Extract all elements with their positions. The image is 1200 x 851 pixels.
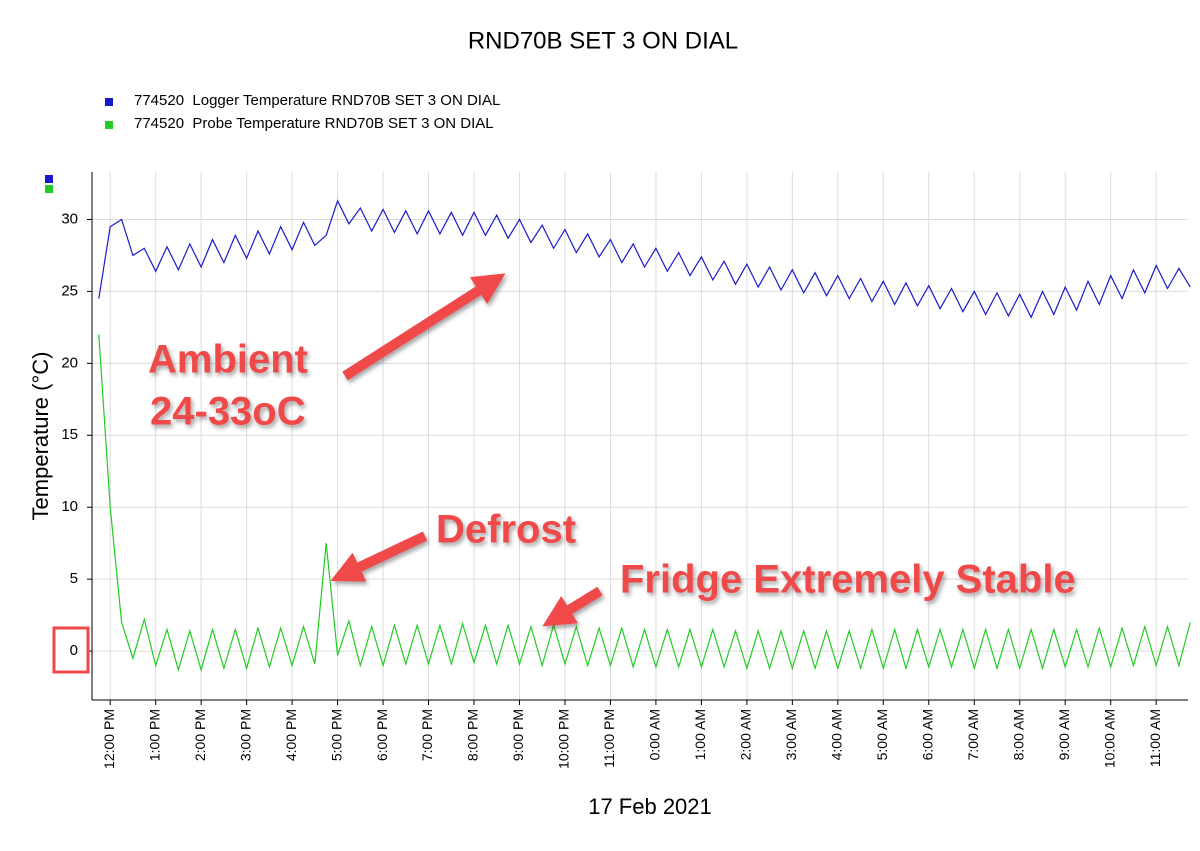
- x-tick-label: 8:00 PM: [465, 709, 481, 761]
- y-tick-label: 0: [70, 642, 78, 659]
- annotations: Ambient 24-33oC Defrost Fridge Extremely…: [148, 273, 1076, 627]
- x-tick-label: 5:00 AM: [874, 709, 890, 760]
- legend-label: 774520 Logger Temperature RND70B SET 3 O…: [134, 92, 500, 109]
- x-tick-label: 6:00 AM: [919, 709, 935, 760]
- highlight-box: [52, 626, 90, 674]
- annotation: Fridge Extremely Stable: [620, 558, 1076, 602]
- line-series: [98, 334, 1191, 672]
- x-tick-label: 12:00 PM: [101, 709, 117, 769]
- x-tick-label: 5:00 PM: [328, 709, 344, 761]
- x-tick-label: 2:00 AM: [738, 709, 754, 760]
- y-tick-label: 5: [70, 570, 78, 587]
- annotation: Defrost: [436, 508, 576, 552]
- x-tick-label: 6:00 PM: [374, 709, 390, 761]
- series-marker: [45, 175, 53, 183]
- x-tick-label: 8:00 AM: [1010, 709, 1026, 760]
- x-tick-label: 0:00 AM: [647, 709, 663, 760]
- x-axis-label: 17 Feb 2021: [588, 794, 712, 819]
- series-marker: [45, 185, 53, 193]
- x-tick-label: 9:00 AM: [1056, 709, 1072, 760]
- line-series: [98, 199, 1191, 319]
- legend-label: 774520 Probe Temperature RND70B SET 3 ON…: [134, 115, 494, 132]
- x-tick-label: 3:00 PM: [237, 709, 253, 761]
- x-tick-label: 11:00 PM: [601, 709, 617, 768]
- y-tick-label: 20: [61, 354, 78, 371]
- arrow: [342, 273, 506, 381]
- annotation: Ambient: [148, 338, 308, 382]
- x-tick-label: 4:00 AM: [829, 709, 845, 760]
- y-tick-label: 30: [61, 210, 78, 227]
- x-tick-label: 2:00 PM: [192, 709, 208, 761]
- x-tick-label: 1:00 PM: [146, 709, 162, 761]
- x-tick-label: 11:00 AM: [1147, 709, 1163, 767]
- x-tick-label: 3:00 AM: [783, 709, 799, 760]
- legend-swatch: [105, 121, 113, 129]
- x-tick-label: 9:00 PM: [510, 709, 526, 761]
- x-tick-label: 10:00 PM: [556, 709, 572, 769]
- plot-area: 0 5 10 15 20 25 30 12:00 PM 1:00 PM 2:00 PM 3:00 P…: [61, 172, 1191, 769]
- x-tick-label: 7:00 AM: [965, 709, 981, 760]
- y-tick-label: 10: [61, 498, 78, 515]
- arrow: [330, 531, 428, 582]
- chart-title: RND70B SET 3 ON DIAL: [468, 27, 738, 54]
- legend-swatch: [105, 98, 113, 106]
- x-tick-label: 10:00 AM: [1101, 709, 1117, 768]
- y-tick-label: 15: [61, 426, 78, 443]
- x-tick-label: 4:00 PM: [283, 709, 299, 761]
- arrow: [542, 586, 603, 627]
- annotation: 24-33oC: [150, 390, 306, 434]
- y-tick-label: 25: [61, 282, 78, 299]
- x-tick-label: 7:00 PM: [419, 709, 435, 761]
- y-axis-label: Temperature (°C): [28, 352, 53, 521]
- x-tick-label: 1:00 AM: [692, 709, 708, 760]
